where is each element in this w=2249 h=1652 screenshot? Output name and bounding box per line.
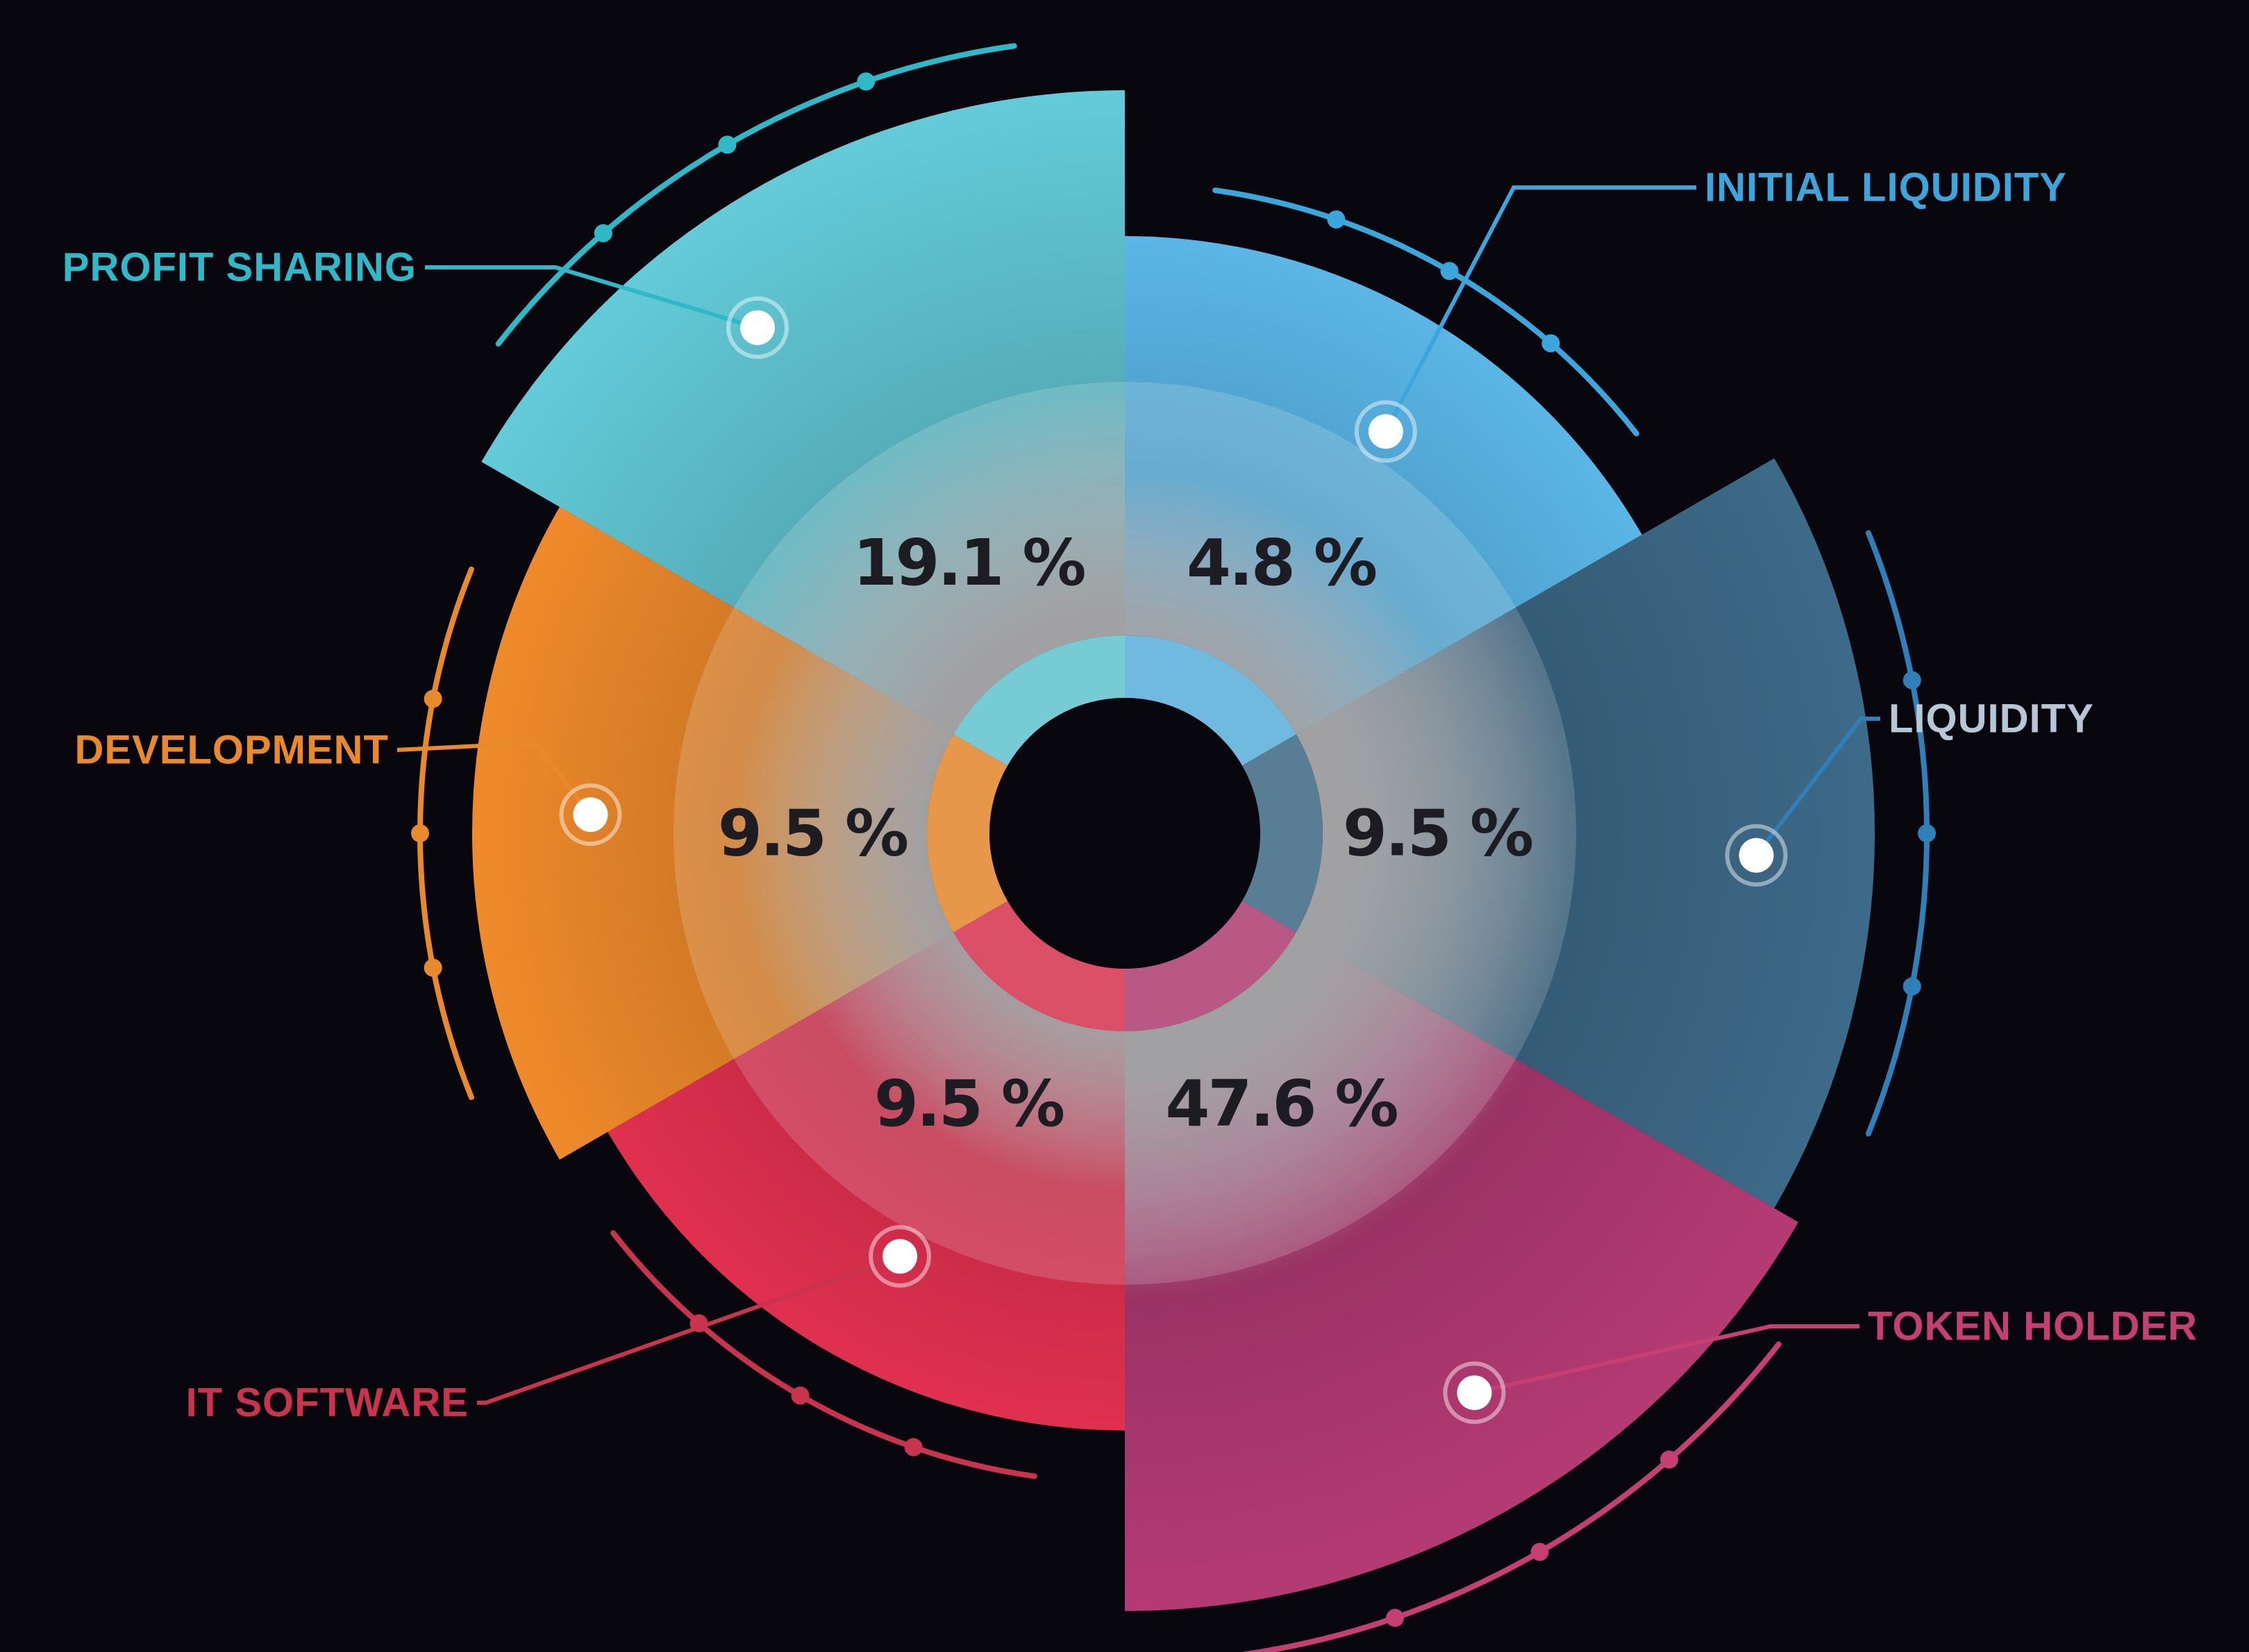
- decor-dot: [1440, 262, 1459, 281]
- decor-dot: [1386, 1608, 1405, 1627]
- inner-ring-token-holder: [1125, 901, 1296, 1031]
- node-ring-token-holder: [1443, 1361, 1506, 1424]
- wedge-liquidity: [1296, 458, 1875, 1208]
- decor-dot: [1918, 824, 1936, 842]
- segment-label-development: DEVELOPMENT: [75, 728, 390, 773]
- wedge-development: [471, 507, 954, 1160]
- wedge-profit-sharing: [481, 90, 1125, 735]
- chart-wedges: [471, 90, 1875, 1611]
- decor-dot: [718, 135, 737, 154]
- chart-labels: 4.8 % 9.5 % 47.6 % 9.5 % 9.5 % 19.1 % INITIAL …: [62, 165, 2198, 1426]
- inner-ring-it-software: [953, 901, 1125, 1031]
- segment-label-liquidity: LIQUIDITY: [1889, 696, 2094, 742]
- node-ring-profit-sharing: [726, 296, 789, 359]
- inner-ring-development: [927, 734, 1008, 933]
- leader-line-development: [396, 740, 592, 816]
- center-hole: [989, 698, 1260, 969]
- wedge-it-software: [608, 932, 1125, 1430]
- percent-label-profit-sharing: 19.1 %: [853, 526, 1085, 600]
- leader-line-initial-liquidity: [1384, 185, 1696, 433]
- decor-dot: [1530, 1542, 1549, 1561]
- leader-line-it-software: [477, 1254, 901, 1405]
- inner-ring-profit-sharing: [953, 635, 1125, 766]
- decor-dot: [411, 824, 429, 842]
- node-ring-it-software: [869, 1225, 932, 1288]
- decor-dot: [424, 958, 442, 977]
- decor-dot: [791, 1386, 810, 1405]
- decor-dot: [857, 72, 876, 91]
- decor-dot: [1903, 671, 1921, 690]
- node-dot-initial-liquidity: [1368, 414, 1403, 449]
- percent-label-it-software: 9.5 %: [874, 1067, 1064, 1141]
- node-ring-initial-liquidity: [1354, 400, 1417, 463]
- percent-label-liquidity: 9.5 %: [1343, 796, 1532, 871]
- segment-label-initial-liquidity: INITIAL LIQUIDITY: [1705, 165, 2067, 210]
- chart-overlay: [674, 382, 1576, 1285]
- node-dot-liquidity: [1739, 837, 1774, 873]
- percent-label-token-holder: 47.6 %: [1165, 1067, 1397, 1141]
- decor-dot: [1659, 1450, 1678, 1469]
- wedge-token-holder: [1125, 932, 1798, 1611]
- decor-dot: [594, 224, 612, 242]
- wedge-initial-liquidity: [1125, 236, 1642, 735]
- leader-line-token-holder: [1473, 1324, 1859, 1395]
- percent-label-initial-liquidity: 4.8 %: [1187, 526, 1376, 600]
- percent-label-development: 9.5 %: [718, 796, 908, 871]
- node-dot-profit-sharing: [739, 310, 775, 345]
- segment-label-it-software: IT SOFTWARE: [186, 1380, 469, 1426]
- leader-line-profit-sharing: [425, 265, 758, 330]
- inner-ring-initial-liquidity: [1125, 635, 1296, 766]
- segment-label-profit-sharing: PROFIT SHARING: [62, 245, 417, 290]
- node-ring-development: [559, 783, 622, 846]
- decor-dot: [1541, 334, 1560, 353]
- decor-dot: [1903, 977, 1921, 996]
- inner-ring-liquidity: [1241, 734, 1323, 933]
- node-dot-it-software: [883, 1239, 918, 1274]
- node-ring-liquidity: [1725, 824, 1788, 887]
- node-dot-token-holder: [1457, 1375, 1492, 1410]
- segment-label-token-holder: TOKEN HOLDER: [1868, 1304, 2198, 1349]
- node-dot-development: [573, 797, 608, 833]
- decor-dot: [1327, 210, 1346, 228]
- leader-line-liquidity: [1755, 717, 1880, 857]
- decor-dot: [424, 690, 442, 708]
- decor-dot: [904, 1438, 923, 1457]
- decorative-arcs: [411, 43, 1936, 1652]
